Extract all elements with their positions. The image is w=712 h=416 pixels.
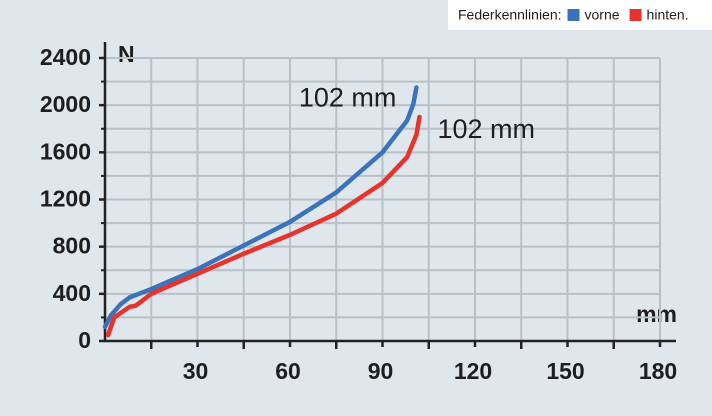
- annotation: 102 mm: [299, 83, 397, 113]
- legend-label: vorne: [585, 7, 620, 23]
- y-tick-label: 1200: [40, 186, 91, 212]
- legend-box: [448, 0, 712, 30]
- series-line: [105, 114, 422, 338]
- legend-swatch: [567, 9, 580, 21]
- y-tick-label: 800: [53, 233, 91, 259]
- y-axis-label: N: [118, 41, 135, 67]
- y-tick-label: 0: [78, 327, 91, 353]
- y-tick-label: 2400: [40, 44, 91, 70]
- series-line: [102, 85, 419, 330]
- x-tick-label: 30: [183, 358, 209, 384]
- x-tick-label: 90: [368, 358, 394, 384]
- legend-swatch: [629, 9, 642, 21]
- y-tick-label: 2000: [40, 91, 91, 117]
- x-axis-label: mm: [636, 301, 677, 327]
- annotation: 102 mm: [438, 114, 536, 144]
- legend-title: Federkennlinien:: [458, 7, 562, 23]
- x-tick-label: 180: [639, 358, 677, 384]
- y-tick-label: 400: [53, 280, 91, 306]
- y-tick-label: 1600: [40, 138, 91, 164]
- legend-label: hinten.: [647, 7, 689, 23]
- x-tick-label: 150: [546, 358, 584, 384]
- x-tick-label: 60: [275, 358, 301, 384]
- x-tick-label: 120: [454, 358, 492, 384]
